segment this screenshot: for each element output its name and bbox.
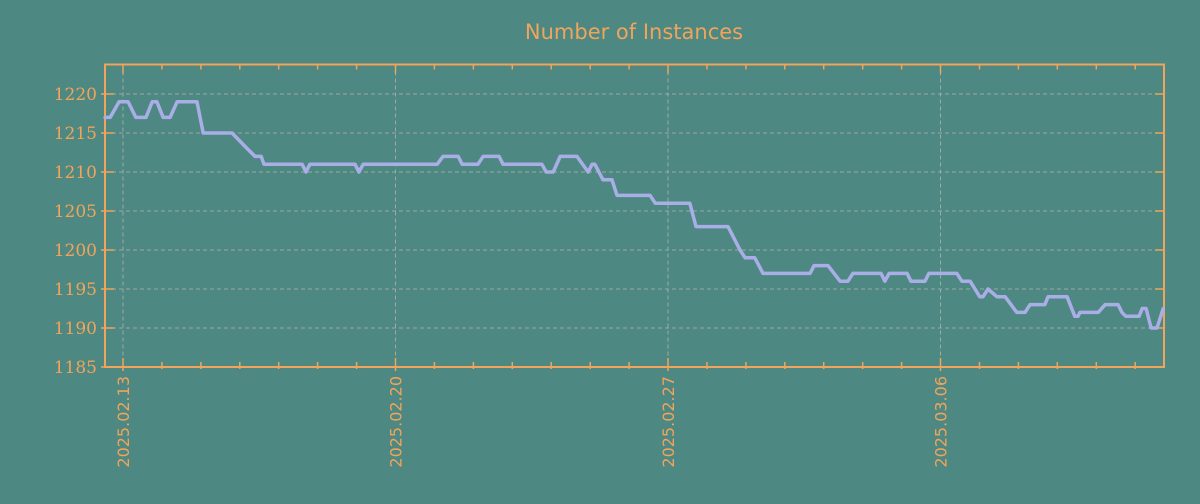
y-tick-label: 1200 — [54, 241, 97, 261]
tick-labels: 1185 1190 1195 1200 1205 1210 1215 1220 2025.02.… — [54, 85, 951, 468]
x-tick-label: 2025.02.13 — [114, 376, 133, 468]
y-tick-label: 1190 — [54, 319, 97, 339]
y-tick-label: 1195 — [54, 280, 97, 300]
y-tick-label: 1185 — [54, 358, 97, 378]
y-tick-label: 1210 — [54, 163, 97, 183]
y-tick-label: 1205 — [54, 202, 97, 222]
gridlines — [105, 64, 1164, 367]
series-line-instances — [103, 100, 1165, 330]
x-tick-label: 2025.03.06 — [932, 376, 951, 468]
x-tick-label: 2025.02.27 — [659, 376, 678, 468]
plot-border — [104, 63, 1165, 368]
axes-and-ticks — [101, 63, 1165, 371]
y-tick-label: 1220 — [54, 85, 97, 105]
x-tick-label: 2025.02.20 — [387, 376, 406, 468]
chart-title: Number of Instances — [525, 20, 743, 44]
y-tick-label: 1215 — [54, 124, 97, 144]
series-lines — [103, 100, 1165, 330]
